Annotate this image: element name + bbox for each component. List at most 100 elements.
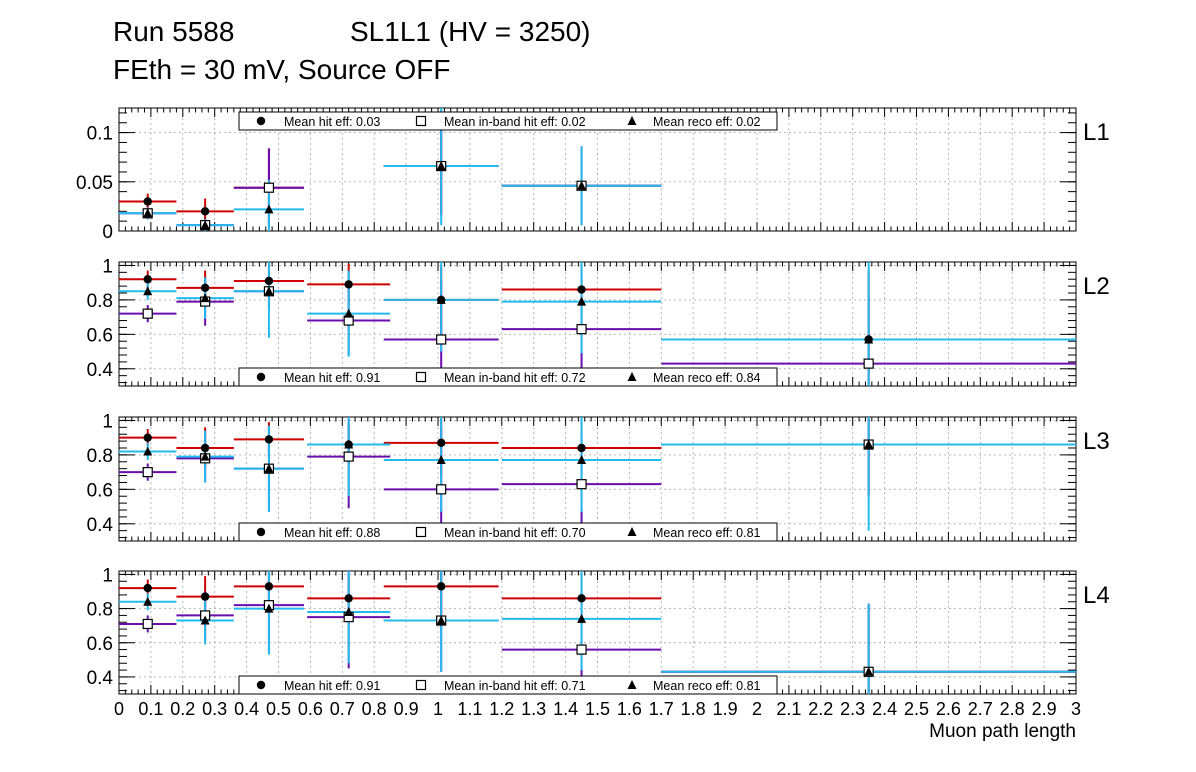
x-tick-label: 0.3 [202,699,227,719]
series-inband-errors [119,116,662,231]
data-point-inband [142,308,153,319]
panel-label: L2 [1083,273,1110,300]
legend-marker-inband [415,371,427,383]
data-point-hit [200,207,210,216]
series-inband-points [142,160,587,231]
x-tick-label: 2.7 [968,699,993,719]
y-ticks [119,573,1076,692]
data-point-hit [577,594,586,603]
series-hit-points [143,161,586,216]
data-point-reco [264,204,274,214]
data-point-hit [264,435,274,444]
data-point-reco [143,596,153,606]
data-point-inband [142,618,153,630]
x-tick-label: 1.6 [617,699,642,719]
x-tick-label: 0.7 [330,699,355,719]
x-tick-label: 1.9 [713,699,738,719]
data-point-inband [576,324,587,335]
data-point-inband [576,644,587,655]
data-point-reco [264,286,274,296]
x-tick-label: 2 [752,699,762,719]
data-point-hit [436,438,446,448]
data-point-reco [264,463,274,473]
conditions-title: FEth = 30 mV, Source OFF [113,54,451,85]
legend-marker-hit [256,116,266,126]
legend-label-hit: Mean hit eff: 0.91 [284,371,380,385]
data-point-reco [143,208,153,218]
panel-l4: 0.4 0.6 0.8 1 L4 Mean hit eff: 0.91 Mean in-ba… [87,565,1110,695]
x-tick-label: 0.4 [234,699,259,719]
x-tick-labels: 0 0.1 0.2 0.3 0.4 0.5 0.6 0.7 0.8 0.9 1 1.1 1.2 1.3 1.… [114,699,1081,719]
x-tick-label: 1.8 [681,699,706,719]
legend-marker-reco [627,527,637,536]
data-point-reco [436,615,446,625]
series-reco-points [143,286,874,344]
data-point-inband [142,467,153,478]
legend-label-reco: Mean reco eff: 0.81 [653,679,761,693]
panel-l1: 0 0.05 0.1 L1 Mean hit eff: 0.03 Mean in-band… [76,107,1110,243]
series-reco-points [143,161,587,230]
y-tick-label: 0.4 [87,360,114,381]
series-hit-points [143,275,873,344]
data-point-reco [200,293,210,303]
series-markers [142,275,874,369]
data-point-reco [200,220,210,230]
grid [119,417,1076,541]
data-point-reco [200,451,210,461]
x-tick-label: 2.2 [808,699,833,719]
x-tick-label: 0 [114,699,124,719]
data-point-hit [143,197,152,206]
legend-marker-hit [256,680,266,690]
data-point-hit [200,592,210,601]
data-point-hit [264,582,274,591]
data-point-reco [436,161,446,171]
panel-l3: 0.4 0.6 0.8 1 L3 Mean hit eff: 0.88 Mean in-ba… [87,411,1110,542]
y-tick-label: 0.4 [87,668,114,689]
run-title: Run 5588 [113,16,235,47]
series-reco-errors [119,262,1076,386]
legend-label-reco: Mean reco eff: 0.81 [653,526,761,540]
series-reco-points [143,439,874,473]
series-reco-points [143,596,874,676]
y-tick-label: 1 [102,411,113,432]
x-tick-label: 2.1 [776,699,801,719]
series-markers [142,160,587,231]
data-point-hit [577,443,586,453]
series-markers [142,433,874,495]
series-hit-errors [119,263,1076,386]
y-tick-label: 0.1 [87,124,113,145]
data-point-hit [143,583,152,593]
y-tick-label: 0.6 [87,480,113,501]
data-point-reco [344,439,354,449]
legend-marker-reco [627,116,637,125]
grid [119,262,1076,386]
data-point-inband [263,182,275,193]
x-tick-label: 0.8 [362,699,387,719]
x-tick-label: 2.6 [936,699,961,719]
data-point-inband [863,358,874,369]
series-errorbars [119,417,1076,541]
legend-marker-reco [627,680,637,689]
legend-label-hit: Mean hit eff: 0.88 [284,526,380,540]
grid [119,571,1076,694]
series-hit-errors [119,116,662,228]
data-point-hit [143,275,152,284]
panel-l2: 0.4 0.6 0.8 1 L2 Mean hit eff: 0.91 Mean in-ba… [87,256,1110,387]
legend-marker-reco [627,372,637,381]
data-point-hit [200,443,210,453]
data-point-hit [143,433,152,442]
legend: Mean hit eff: 0.91 Mean in-band hit eff: … [238,675,778,695]
y-tick-label: 1 [102,256,113,277]
data-point-reco [577,455,587,465]
data-point-reco [344,607,354,616]
data-point-reco [577,180,587,190]
data-point-hit [436,582,446,591]
data-point-reco [864,439,874,449]
series-markers [142,582,874,677]
y-tick-label: 0.6 [87,634,113,655]
legend-box [238,675,778,695]
data-point-hit [344,280,353,289]
legend-box [238,111,778,131]
chamber-title: SL1L1 (HV = 3250) [350,16,591,47]
